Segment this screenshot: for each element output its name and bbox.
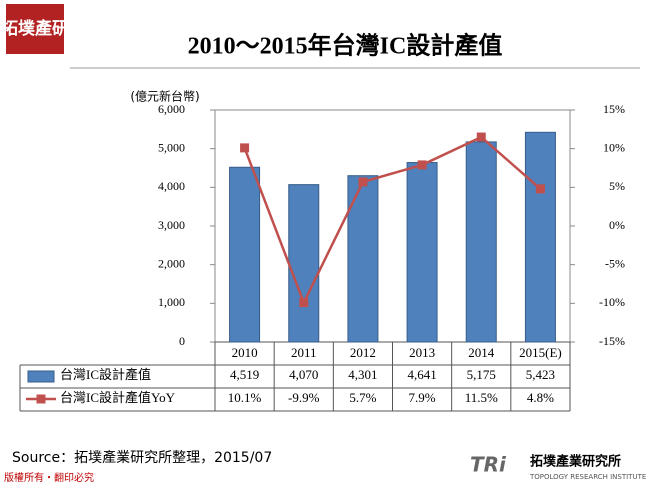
y2-tick-label: -5%: [605, 256, 625, 270]
bar: [229, 166, 261, 343]
y2-tick-label: 10%: [603, 140, 625, 154]
x-tick-label: 2011: [291, 345, 317, 360]
table-value: -9.9%: [288, 390, 320, 405]
marker: [240, 143, 250, 153]
table-value: 4.8%: [527, 390, 554, 405]
table-value: 4,641: [407, 367, 436, 382]
x-tick-label: 2014: [468, 345, 495, 360]
x-tick-label: 2012: [350, 345, 376, 360]
table-value: 4,301: [348, 367, 377, 382]
table-value: 5,423: [526, 367, 555, 382]
table-value: 5.7%: [349, 390, 376, 405]
y2-tick-label: -10%: [599, 295, 625, 309]
legend-label: 台灣IC設計產值: [60, 367, 151, 382]
footer-logo-name: 拓墣產業研究所: [530, 454, 621, 470]
bar: [406, 162, 438, 343]
marker: [476, 132, 486, 142]
y-tick-label: 6,000: [158, 102, 185, 116]
table-value: 4,070: [289, 367, 318, 382]
table-value: 10.1%: [228, 390, 262, 405]
y-tick-label: 1,000: [158, 295, 185, 309]
plot-area: [214, 109, 571, 343]
y-tick-label: 0: [179, 334, 185, 348]
logo: 拓墣產研: [1, 18, 69, 39]
table-value: 11.5%: [465, 390, 498, 405]
y2-tick-label: 5%: [609, 179, 625, 193]
copyright: 版權所有・翻印必究: [4, 471, 94, 484]
logo-box: [6, 4, 64, 54]
chart-title: 2010～2015年台灣IC設計產值: [188, 32, 503, 60]
x-tick-label: 2015(E): [519, 345, 562, 360]
y-tick-label: 5,000: [158, 140, 185, 154]
y-tick-label: 3,000: [158, 218, 185, 232]
x-tick-label: 2013: [409, 345, 435, 360]
table-value: 7.9%: [409, 390, 436, 405]
legend-swatch: [27, 370, 55, 383]
source: Source：拓墣產業研究所整理，2015/07: [12, 449, 272, 466]
y2-tick-label: -15%: [599, 334, 625, 348]
marker: [417, 160, 427, 170]
bar: [524, 131, 556, 343]
legend-marker: [36, 394, 46, 404]
marker: [535, 184, 545, 194]
y-tick-label: 4,000: [158, 179, 185, 193]
marker: [299, 298, 309, 308]
bar: [288, 184, 320, 343]
table-value: 4,519: [230, 367, 259, 382]
y2-tick-label: 0%: [609, 218, 625, 232]
legend-label: 台灣IC設計產值YoY: [60, 390, 176, 405]
y2-tick-label: 15%: [603, 102, 625, 116]
marker: [358, 177, 368, 187]
x-tick-label: 2010: [232, 345, 258, 360]
footer-logo-mark: TRi: [470, 453, 507, 477]
footer-logo-subtitle: TOPOLOGY RESEARCH INSTITUTE: [529, 473, 646, 481]
bar: [465, 141, 497, 343]
y-tick-label: 2,000: [158, 256, 185, 270]
line: [243, 135, 542, 306]
y-axis-label: (億元新台幣): [130, 89, 199, 104]
table-value: 5,175: [467, 367, 496, 382]
